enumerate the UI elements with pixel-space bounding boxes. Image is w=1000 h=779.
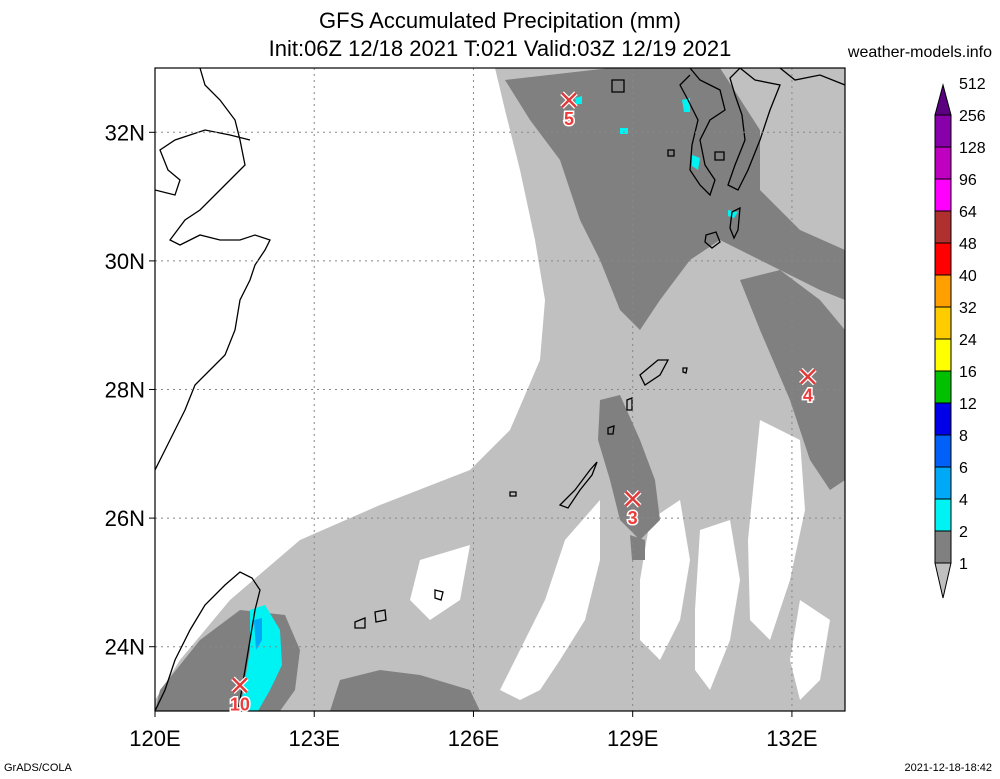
coastlines	[155, 68, 845, 711]
colorbar-swatch	[934, 114, 952, 148]
lat-tick-label: 30N	[105, 249, 145, 274]
station-value-label: 10	[230, 694, 250, 714]
lon-tick-label: 120E	[129, 726, 180, 751]
lon-tick-label: 132E	[766, 726, 817, 751]
colorbar-swatch	[934, 178, 952, 212]
colorbar-level-label: 1	[959, 556, 968, 573]
axis-ticks: 120E 123E 126E 129E 132E 24N 26N 28N 30N 32N	[105, 120, 818, 751]
colorbar-level-label: 12	[959, 396, 977, 413]
station-marker: 5	[560, 91, 578, 131]
generated-timestamp: 2021-12-18-18:42	[904, 762, 992, 774]
station-marker: 10	[228, 676, 251, 716]
map-subtitle: Init:06Z 12/18 2021 T:021 Valid:03Z 12/1…	[268, 36, 732, 61]
colorbar-swatch	[934, 530, 952, 564]
lat-tick-label: 32N	[105, 120, 145, 145]
colorbar-level-label: 256	[959, 108, 986, 125]
colorbar-swatch	[934, 466, 952, 500]
lon-tick-label: 123E	[289, 726, 340, 751]
colorbar-swatch	[934, 498, 952, 532]
colorbar-level-label: 32	[959, 300, 977, 317]
station-value-label: 3	[628, 508, 638, 528]
brand-label: weather-models.info	[847, 44, 992, 61]
lat-tick-label: 28N	[105, 378, 145, 403]
precip-field	[155, 68, 845, 711]
station-x-icon	[561, 92, 577, 109]
colorbar-level-label: 2	[959, 524, 968, 541]
colorbar-level-label: 48	[959, 236, 977, 253]
colorbar-level-label: 24	[959, 332, 977, 349]
station-value-label: 4	[803, 386, 813, 406]
colorbar-level-label: 16	[959, 364, 977, 381]
station-marker: 3	[623, 490, 642, 529]
map-title: GFS Accumulated Precipitation (mm)	[319, 8, 681, 33]
station-value-label: 5	[564, 109, 574, 129]
lon-tick-label: 129E	[607, 726, 658, 751]
colorbar-bottom-arrow	[934, 562, 952, 599]
colorbar-swatch	[934, 210, 952, 244]
colorbar-swatch	[934, 338, 952, 372]
lat-tick-label: 26N	[105, 506, 145, 531]
colorbar-swatch	[934, 274, 952, 308]
colorbar-swatch	[934, 242, 952, 276]
lon-tick-label: 126E	[448, 726, 499, 751]
colorbar-level-label: 512	[959, 76, 986, 93]
colorbar-swatch	[934, 370, 952, 404]
colorbar-level-label: 8	[959, 428, 968, 445]
graticule	[155, 68, 845, 711]
colorbar-level-label: 4	[959, 492, 968, 509]
colorbar-swatch	[934, 402, 952, 436]
colorbar-top-arrow	[934, 83, 952, 116]
colorbar-level-label: 128	[959, 140, 986, 157]
colorbar-swatch	[934, 146, 952, 180]
colorbar-level-label: 6	[959, 460, 968, 477]
software-credit: GrADS/COLA	[4, 762, 72, 774]
lat-tick-label: 24N	[105, 635, 145, 660]
colorbar-level-label: 40	[959, 268, 977, 285]
colorbar-level-label: 64	[959, 204, 977, 221]
station-x-icon	[232, 677, 248, 694]
station-marker: 4	[799, 367, 817, 407]
station-markers: 5 4 3 10	[228, 91, 817, 716]
station-x-icon	[799, 368, 816, 385]
station-x-icon	[624, 490, 641, 507]
colorbar-swatch	[934, 434, 952, 468]
colorbar-swatch	[934, 306, 952, 340]
colorbar-level-label: 96	[959, 172, 977, 189]
